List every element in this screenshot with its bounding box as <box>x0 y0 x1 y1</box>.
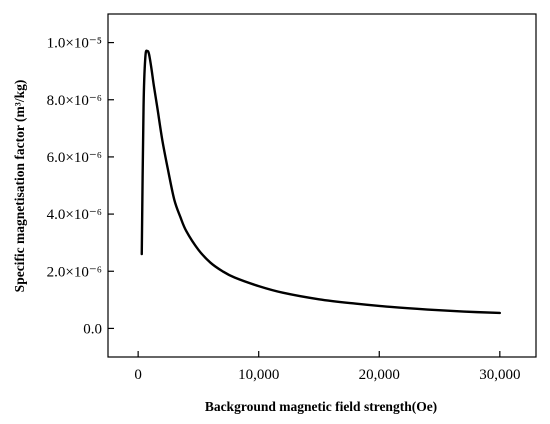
y-tick-label-4: 8.0×10⁻⁶ <box>47 93 102 109</box>
x-tick-label-1: 10,000 <box>238 367 279 383</box>
y-tick-label-2: 4.0×10⁻⁶ <box>47 207 102 223</box>
y-tick-label-1: 2.0×10⁻⁶ <box>47 264 102 280</box>
y-tick-label-3: 6.0×10⁻⁶ <box>47 150 102 166</box>
series-line <box>140 49 502 315</box>
x-tick-label-2: 20,000 <box>359 367 400 383</box>
y-axis-title: Specific magnetisation factor (m³/kg) <box>12 80 27 293</box>
x-tick-label-3: 30,000 <box>479 367 520 383</box>
y-tick-label-5: 1.0×10⁻⁵ <box>47 36 102 52</box>
x-axis: 0 10,000 20,000 30,000 <box>134 351 520 383</box>
y-axis: 0.0 2.0×10⁻⁶ 4.0×10⁻⁶ 6.0×10⁻⁶ 8.0×10⁻⁶ 1.0×1… <box>47 36 114 337</box>
y-tick-label-0: 0.0 <box>83 321 102 337</box>
plot-frame <box>107 13 537 358</box>
x-axis-title: Background magnetic field strength(Oe) <box>205 399 437 414</box>
x-tick-label-0: 0 <box>134 367 142 383</box>
